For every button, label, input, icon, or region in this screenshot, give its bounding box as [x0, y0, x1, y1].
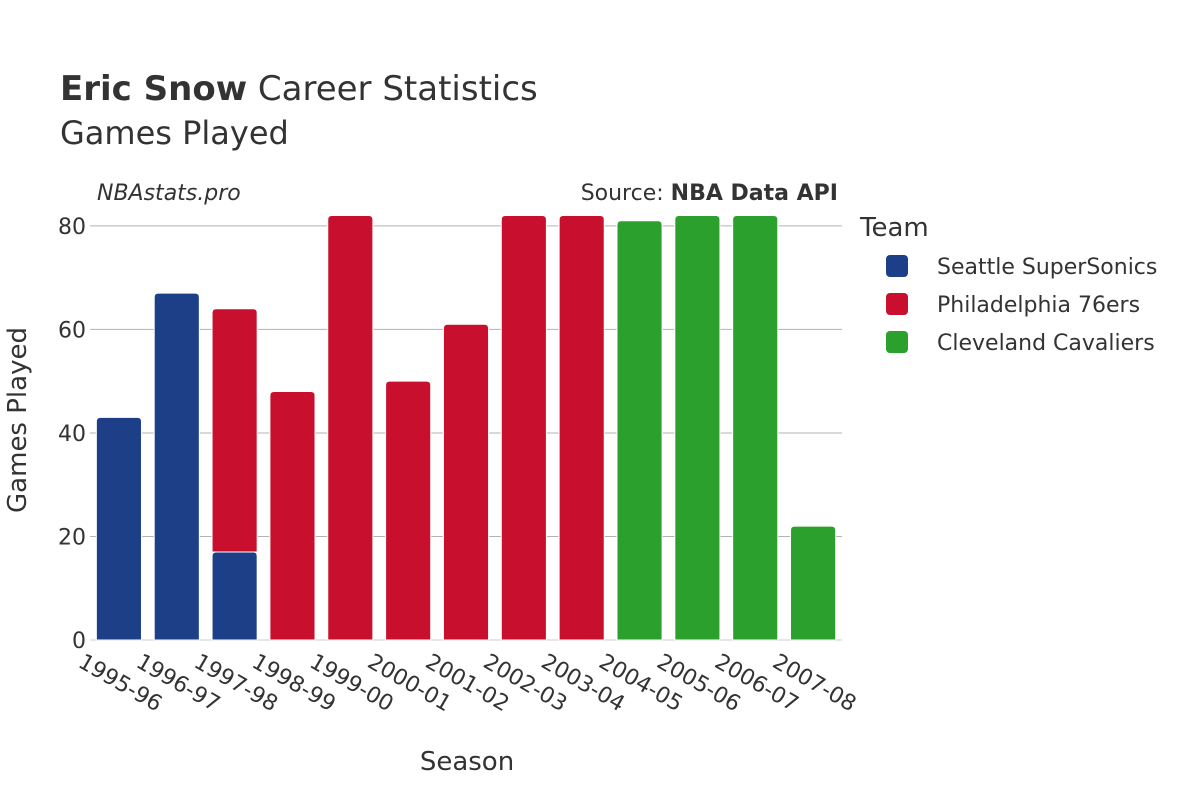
source-name: NBA Data API [671, 181, 838, 206]
title-rest: Career Statistics [247, 69, 538, 109]
legend-item-label: Philadelphia 76ers [937, 293, 1140, 318]
player-name: Eric Snow [60, 69, 247, 109]
y-tick-label: 40 [58, 422, 86, 447]
bars [95, 215, 837, 641]
bar [674, 215, 721, 641]
source-prefix: Source: [581, 181, 671, 206]
y-tick-label: 0 [72, 629, 86, 654]
bar [95, 416, 142, 641]
bar [269, 391, 316, 641]
bar [211, 551, 258, 641]
chart-title: Eric Snow Career Statistics [60, 69, 538, 109]
legend-swatch [886, 255, 908, 277]
legend-swatch [886, 293, 908, 315]
bar [732, 215, 779, 641]
y-tick-label: 80 [58, 215, 86, 240]
legend-item-label: Cleveland Cavaliers [937, 331, 1155, 356]
legend-title: Team [859, 213, 929, 243]
source-text: Source: NBA Data API [581, 181, 838, 206]
bar [500, 215, 547, 641]
bar [385, 380, 432, 641]
x-axis-ticks: 1995-961996-971997-981998-991999-002000-… [74, 650, 860, 718]
bar [616, 220, 663, 641]
watermark: NBAstats.pro [97, 181, 241, 206]
bar [790, 525, 837, 641]
y-tick-label: 60 [58, 318, 86, 343]
y-axis-title: Games Played [3, 327, 33, 513]
x-axis-title: Season [420, 747, 514, 777]
legend: Team Seattle SuperSonics Philadelphia 76e… [859, 213, 1157, 356]
legend-swatch [886, 331, 908, 353]
bar [211, 308, 258, 553]
bar [442, 323, 490, 641]
legend-item-label: Seattle SuperSonics [937, 255, 1157, 280]
chart-subtitle: Games Played [60, 114, 289, 152]
bar [558, 215, 605, 641]
y-tick-label: 20 [58, 525, 86, 550]
y-axis-ticks: 0 20 40 60 80 [58, 215, 86, 654]
bar [153, 292, 200, 641]
bar [327, 215, 374, 641]
